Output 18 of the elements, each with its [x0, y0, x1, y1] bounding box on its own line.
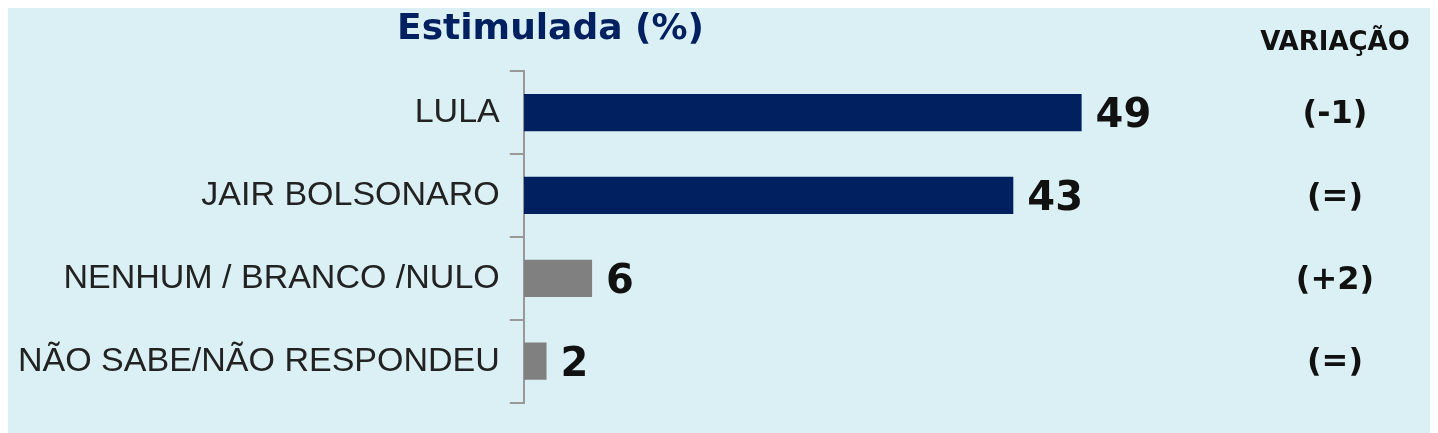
bar: [523, 342, 547, 380]
bar: [523, 259, 593, 297]
data-label: 43: [1027, 172, 1083, 219]
y-tick-label: JAIR BOLSONARO: [201, 173, 500, 212]
data-label: 49: [1095, 90, 1152, 137]
text: (+2): [1295, 258, 1375, 297]
y-tick-label: NENHUM / BRANCO /NULO: [63, 256, 500, 295]
y-tick-label: LULA: [414, 91, 501, 129]
text: (=): [1306, 175, 1364, 214]
data-label: 2: [560, 338, 589, 385]
text: (-1): [1302, 92, 1368, 131]
text: VARIAÇÃO: [1260, 24, 1410, 56]
data-label: 6: [606, 255, 634, 302]
text: (=): [1306, 341, 1364, 380]
bar: [523, 176, 1014, 215]
bar: [523, 93, 1082, 132]
y-tick-label: NÃO SABE/NÃO RESPONDEU: [18, 339, 500, 378]
chart-title: Estimulada (%): [397, 5, 704, 47]
